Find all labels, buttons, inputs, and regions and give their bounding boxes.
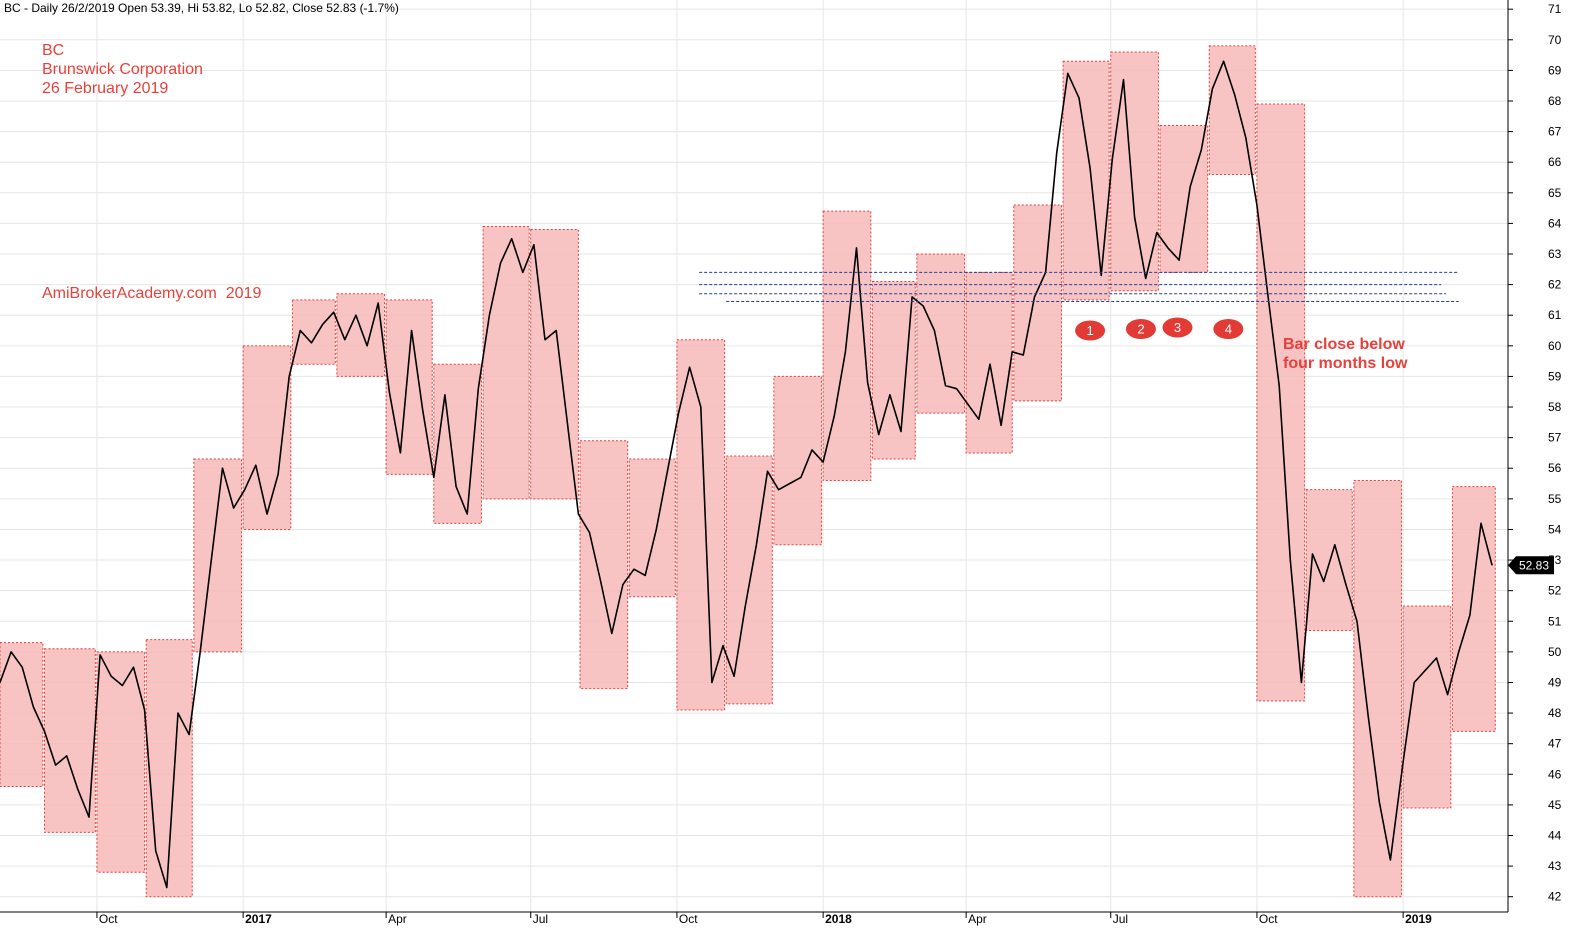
range-box [676, 339, 726, 711]
y-tick-label: 57 [1548, 431, 1562, 445]
y-tick-label: 50 [1548, 645, 1562, 659]
range-box [1305, 489, 1353, 631]
touch-marker-label: 3 [1174, 320, 1181, 335]
y-tick-label: 49 [1548, 675, 1562, 689]
company-note: Brunswick Corporation [42, 61, 203, 78]
range-box [433, 363, 482, 524]
touch-marker-label: 2 [1137, 321, 1144, 336]
y-tick-label: 44 [1548, 828, 1562, 842]
monthly-range-boxes [0, 45, 1496, 898]
price-line [0, 60, 1493, 889]
last-price-label: 52.83 [1519, 558, 1549, 572]
y-tick-label: 46 [1548, 767, 1562, 781]
x-tick-label: Apr [968, 912, 987, 926]
date-note: 26 February 2019 [42, 80, 169, 97]
y-tick-label: 51 [1548, 614, 1562, 628]
y-tick-label: 54 [1548, 522, 1562, 536]
range-box [773, 375, 823, 546]
x-tick-label: 2017 [245, 912, 272, 926]
range-box [482, 225, 530, 500]
y-tick-label: 58 [1548, 400, 1562, 414]
y-tick-label: 63 [1548, 247, 1562, 261]
touch-marker [1162, 317, 1193, 338]
range-box [1159, 124, 1209, 273]
touch-marker [1125, 318, 1156, 339]
range-box [1013, 204, 1062, 402]
y-tick-label: 67 [1548, 125, 1562, 139]
price-series [0, 60, 1493, 889]
y-tick-label: 47 [1548, 737, 1562, 751]
support-lines [699, 271, 1459, 302]
x-tick-label: Jul [1113, 912, 1128, 926]
y-tick-label: 71 [1548, 2, 1562, 16]
ticker-note: BC [42, 42, 65, 59]
x-tick-label: Oct [679, 912, 698, 926]
y-tick-label: 60 [1548, 339, 1562, 353]
range-box [1062, 60, 1110, 301]
y-tick-label: 42 [1548, 890, 1562, 904]
breakdown-annotation: Bar close below four months low [1283, 336, 1408, 372]
range-box [1451, 486, 1496, 732]
range-box [916, 253, 966, 414]
y-tick-label: 66 [1548, 155, 1562, 169]
range-box [291, 299, 336, 365]
y-tick-label: 43 [1548, 859, 1562, 873]
y-tick-label: 52 [1548, 584, 1562, 598]
x-axis-ticks: Oct 2017 Apr Jul Oct 2018 Apr Jul Oct 2019 [96, 912, 1432, 926]
range-box [385, 299, 433, 475]
x-tick-label: 2018 [825, 912, 852, 926]
touch-marker [1075, 320, 1106, 341]
y-tick-label: 48 [1548, 706, 1562, 720]
y-tick-label: 62 [1548, 278, 1562, 292]
y-tick-label: 70 [1548, 33, 1562, 47]
y-tick-label: 69 [1548, 63, 1562, 77]
watermark-note: AmiBrokerAcademy.com 2019 [42, 285, 262, 302]
range-box [628, 458, 676, 598]
touch-marker [1213, 318, 1244, 339]
range-box [1353, 479, 1403, 898]
touch-markers: 1 2 3 4 [1075, 317, 1244, 341]
x-tick-label: Oct [1259, 912, 1278, 926]
y-tick-label: 64 [1548, 216, 1562, 230]
x-tick-label: 2019 [1405, 912, 1432, 926]
touch-marker-label: 1 [1086, 323, 1093, 338]
y-tick-label: 56 [1548, 461, 1562, 475]
last-price-badge [1508, 556, 1554, 575]
touch-marker-label: 4 [1225, 321, 1232, 336]
range-box [242, 345, 292, 530]
y-axis-ticks: 4243444546474849505152535455565758596061… [1508, 2, 1562, 904]
y-tick-label: 65 [1548, 186, 1562, 200]
last-price-tag: 52.83 [1508, 556, 1554, 575]
y-tick-label: 59 [1548, 369, 1562, 383]
x-tick-label: Apr [388, 912, 407, 926]
x-tick-label: Oct [99, 912, 118, 926]
range-box [193, 458, 243, 653]
range-box [579, 440, 629, 690]
y-tick-label: 68 [1548, 94, 1562, 108]
range-box [822, 210, 872, 481]
range-box [965, 271, 1013, 454]
range-box [96, 651, 146, 873]
chart-header: BC - Daily 26/2/2019 Open 53.39, Hi 53.8… [4, 1, 399, 15]
range-box [43, 648, 96, 833]
y-tick-label: 61 [1548, 308, 1562, 322]
x-tick-label: Jul [533, 912, 548, 926]
y-tick-label: 55 [1548, 492, 1562, 506]
y-tick-label: 45 [1548, 798, 1562, 812]
